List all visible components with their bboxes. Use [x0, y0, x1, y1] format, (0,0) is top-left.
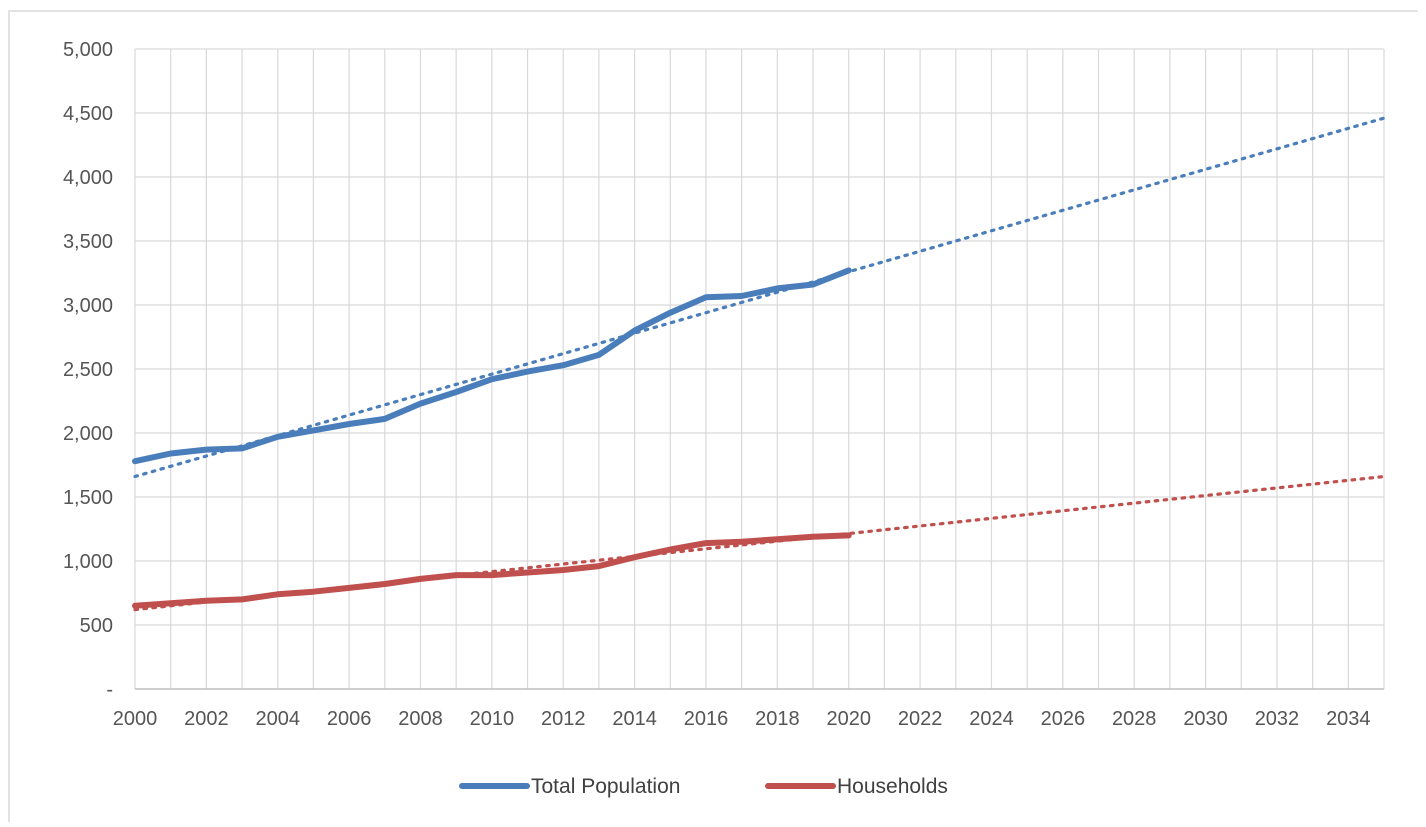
x-tick-label: 2008 — [398, 708, 443, 730]
y-tick-label: - — [106, 679, 113, 701]
legend-label: Households — [837, 775, 948, 798]
x-tick-label: 2018 — [755, 708, 800, 730]
x-axis-tick-labels: 2000 2002 2004 2006 2008 2010 2012 2014 2016 2018… — [113, 708, 1371, 730]
x-tick-label: 2020 — [826, 708, 871, 730]
x-tick-label: 2002 — [184, 708, 229, 730]
x-tick-label: 2032 — [1255, 708, 1300, 730]
y-tick-label: 4,000 — [63, 167, 113, 189]
y-tick-label: 3,000 — [63, 295, 113, 317]
x-tick-label: 2004 — [255, 708, 300, 730]
y-tick-label: 500 — [80, 615, 113, 637]
trendline-total-population — [133, 116, 1386, 479]
x-tick-label: 2012 — [541, 708, 586, 730]
x-tick-label: 2026 — [1041, 708, 1086, 730]
x-tick-label: 2022 — [898, 708, 943, 730]
legend-label: Total Population — [531, 775, 680, 798]
x-tick-label: 2000 — [113, 708, 158, 730]
y-tick-label: 5,000 — [63, 39, 113, 61]
grid — [134, 48, 1385, 689]
trendlines — [133, 116, 1386, 612]
x-tick-label: 2006 — [327, 708, 372, 730]
x-tick-label: 2024 — [969, 708, 1014, 730]
y-tick-label: 1,500 — [63, 487, 113, 509]
x-tick-label: 2016 — [684, 708, 729, 730]
series-line-total-population — [132, 267, 852, 465]
y-tick-label: 2,500 — [63, 359, 113, 381]
line-chart: 2000 2002 2004 2006 2008 2010 2012 2014 2016 2018… — [63, 39, 1386, 798]
x-tick-label: 2028 — [1112, 708, 1157, 730]
y-tick-label: 1,000 — [63, 551, 113, 573]
x-tick-label: 2034 — [1326, 708, 1371, 730]
y-axis-tick-labels: - 500 1,000 1,500 2,000 2,500 3,000 3,500 4,000 4… — [63, 39, 113, 701]
y-tick-label: 4,500 — [63, 103, 113, 125]
x-tick-label: 2014 — [612, 708, 657, 730]
series-lines — [132, 267, 852, 609]
chart-frame: 2000 2002 2004 2006 2008 2010 2012 2014 2016 2018… — [8, 10, 1418, 822]
series-line-households — [132, 532, 852, 609]
y-tick-label: 3,500 — [63, 231, 113, 253]
y-tick-label: 2,000 — [63, 423, 113, 445]
x-tick-label: 2010 — [470, 708, 515, 730]
legend: Total Population Households — [459, 775, 948, 798]
x-tick-label: 2030 — [1183, 708, 1228, 730]
